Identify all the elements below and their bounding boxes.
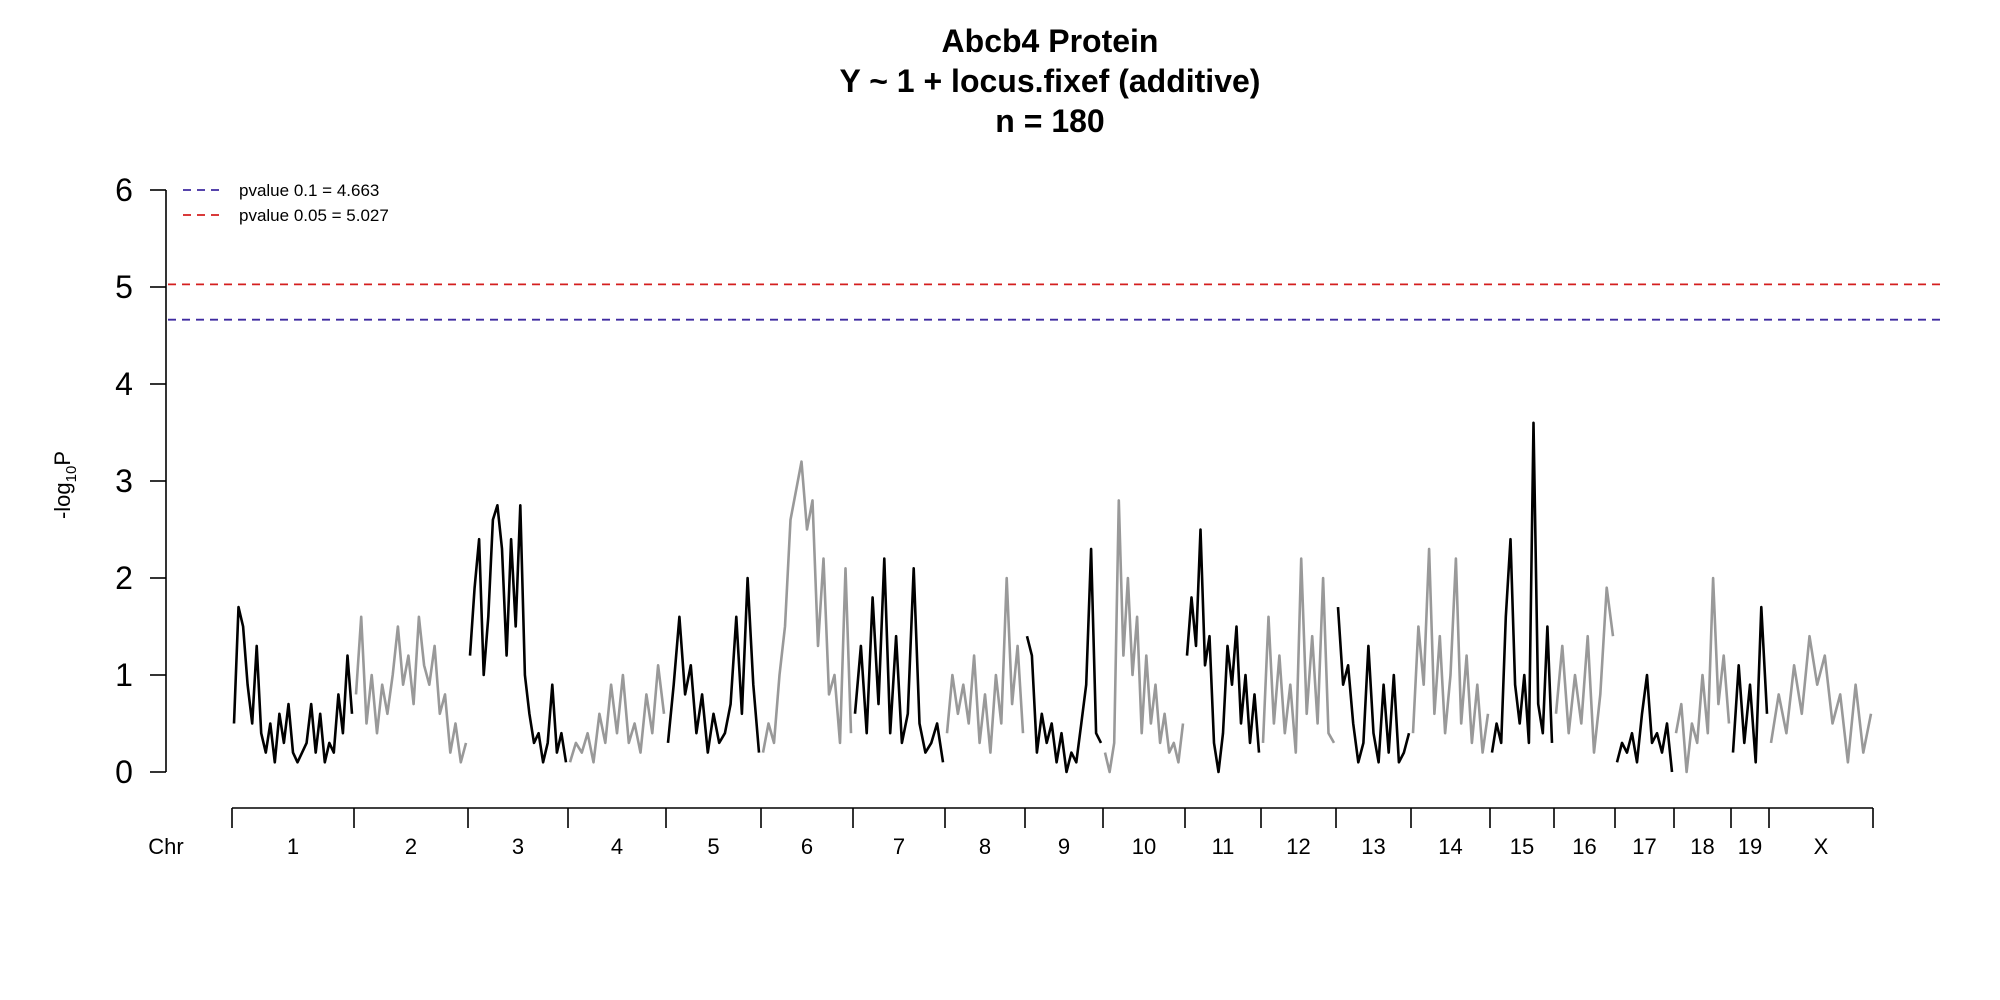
chr-series-18	[1674, 576, 1731, 774]
chr-series-15	[1490, 421, 1554, 753]
x-axis-prefix: Chr	[148, 834, 183, 859]
x-tick-label: 12	[1286, 834, 1310, 859]
chr-series-13	[1336, 607, 1411, 764]
x-tick-label: 14	[1438, 834, 1462, 859]
y-tick-label: 0	[115, 754, 133, 790]
legend-label: pvalue 0.05 = 5.027	[239, 206, 389, 225]
y-axis-label-tail: P	[50, 451, 75, 466]
lod-series	[232, 421, 1873, 774]
threshold-lines	[168, 283, 1940, 321]
chr-series-11	[1185, 528, 1261, 774]
x-tick-label: 10	[1132, 834, 1156, 859]
x-tick-label: 17	[1632, 834, 1656, 859]
chr-series-3	[468, 503, 568, 764]
chr-series-9	[1025, 547, 1103, 774]
chr-series-5	[666, 576, 761, 754]
y-tick-label: 2	[115, 560, 133, 596]
x-tick-label: 3	[512, 834, 524, 859]
chr-series-17	[1615, 673, 1674, 773]
x-tick-label: 15	[1510, 834, 1534, 859]
legend: pvalue 0.1 = 4.663 pvalue 0.05 = 5.027	[183, 181, 389, 225]
x-tick-label: 4	[611, 834, 623, 859]
x-tick-label: 2	[405, 834, 417, 859]
x-tick-label: 6	[801, 834, 813, 859]
y-axis-label-main: -log	[50, 482, 75, 519]
chr-series-8	[945, 576, 1025, 754]
chr-series-19	[1731, 605, 1769, 764]
x-tick-label: 16	[1572, 834, 1596, 859]
y-axis: 0 1 2 3 4 5 6	[115, 172, 167, 790]
chr-series-7	[853, 557, 945, 763]
x-tick-label: 8	[979, 834, 991, 859]
legend-label: pvalue 0.1 = 4.663	[239, 181, 379, 200]
x-tick-label: 19	[1738, 834, 1762, 859]
x-tick-label: 9	[1058, 834, 1070, 859]
y-tick-label: 6	[115, 172, 133, 208]
x-tick-label: 11	[1212, 834, 1235, 859]
x-tick-label: 18	[1690, 834, 1714, 859]
x-axis: Chr 1 2 3 4 5 6 7 8 9 10 11 12 13 14 15 16 17 18 19 X	[148, 807, 1874, 859]
chr-series-4	[568, 663, 666, 764]
chr-series-12	[1261, 557, 1336, 754]
y-tick-label: 1	[115, 657, 133, 693]
title-line-1: Abcb4 Protein	[942, 23, 1159, 59]
chr-series-6	[761, 460, 853, 753]
chr-series-16	[1554, 586, 1615, 754]
chr-series-10	[1103, 499, 1185, 774]
chr-series-2	[354, 615, 468, 764]
x-tick-label: 1	[287, 834, 299, 859]
y-tick-label: 4	[115, 366, 133, 402]
y-tick-label: 5	[115, 269, 133, 305]
title-line-3: n = 180	[995, 103, 1104, 139]
chr-series-X	[1769, 634, 1873, 764]
x-tick-label: 13	[1361, 834, 1385, 859]
y-axis-label: -log10P	[50, 451, 80, 519]
chr-series-1	[232, 605, 354, 764]
y-tick-label: 3	[115, 463, 133, 499]
x-tick-label: 5	[707, 834, 719, 859]
x-tick-label: X	[1814, 834, 1829, 859]
chart-title: Abcb4 Protein Y ~ 1 + locus.fixef (addit…	[840, 23, 1261, 139]
x-tick-label: 7	[893, 834, 905, 859]
y-axis-label-sub: 10	[63, 466, 80, 483]
chr-series-14	[1411, 547, 1490, 754]
title-line-2: Y ~ 1 + locus.fixef (additive)	[840, 63, 1261, 99]
